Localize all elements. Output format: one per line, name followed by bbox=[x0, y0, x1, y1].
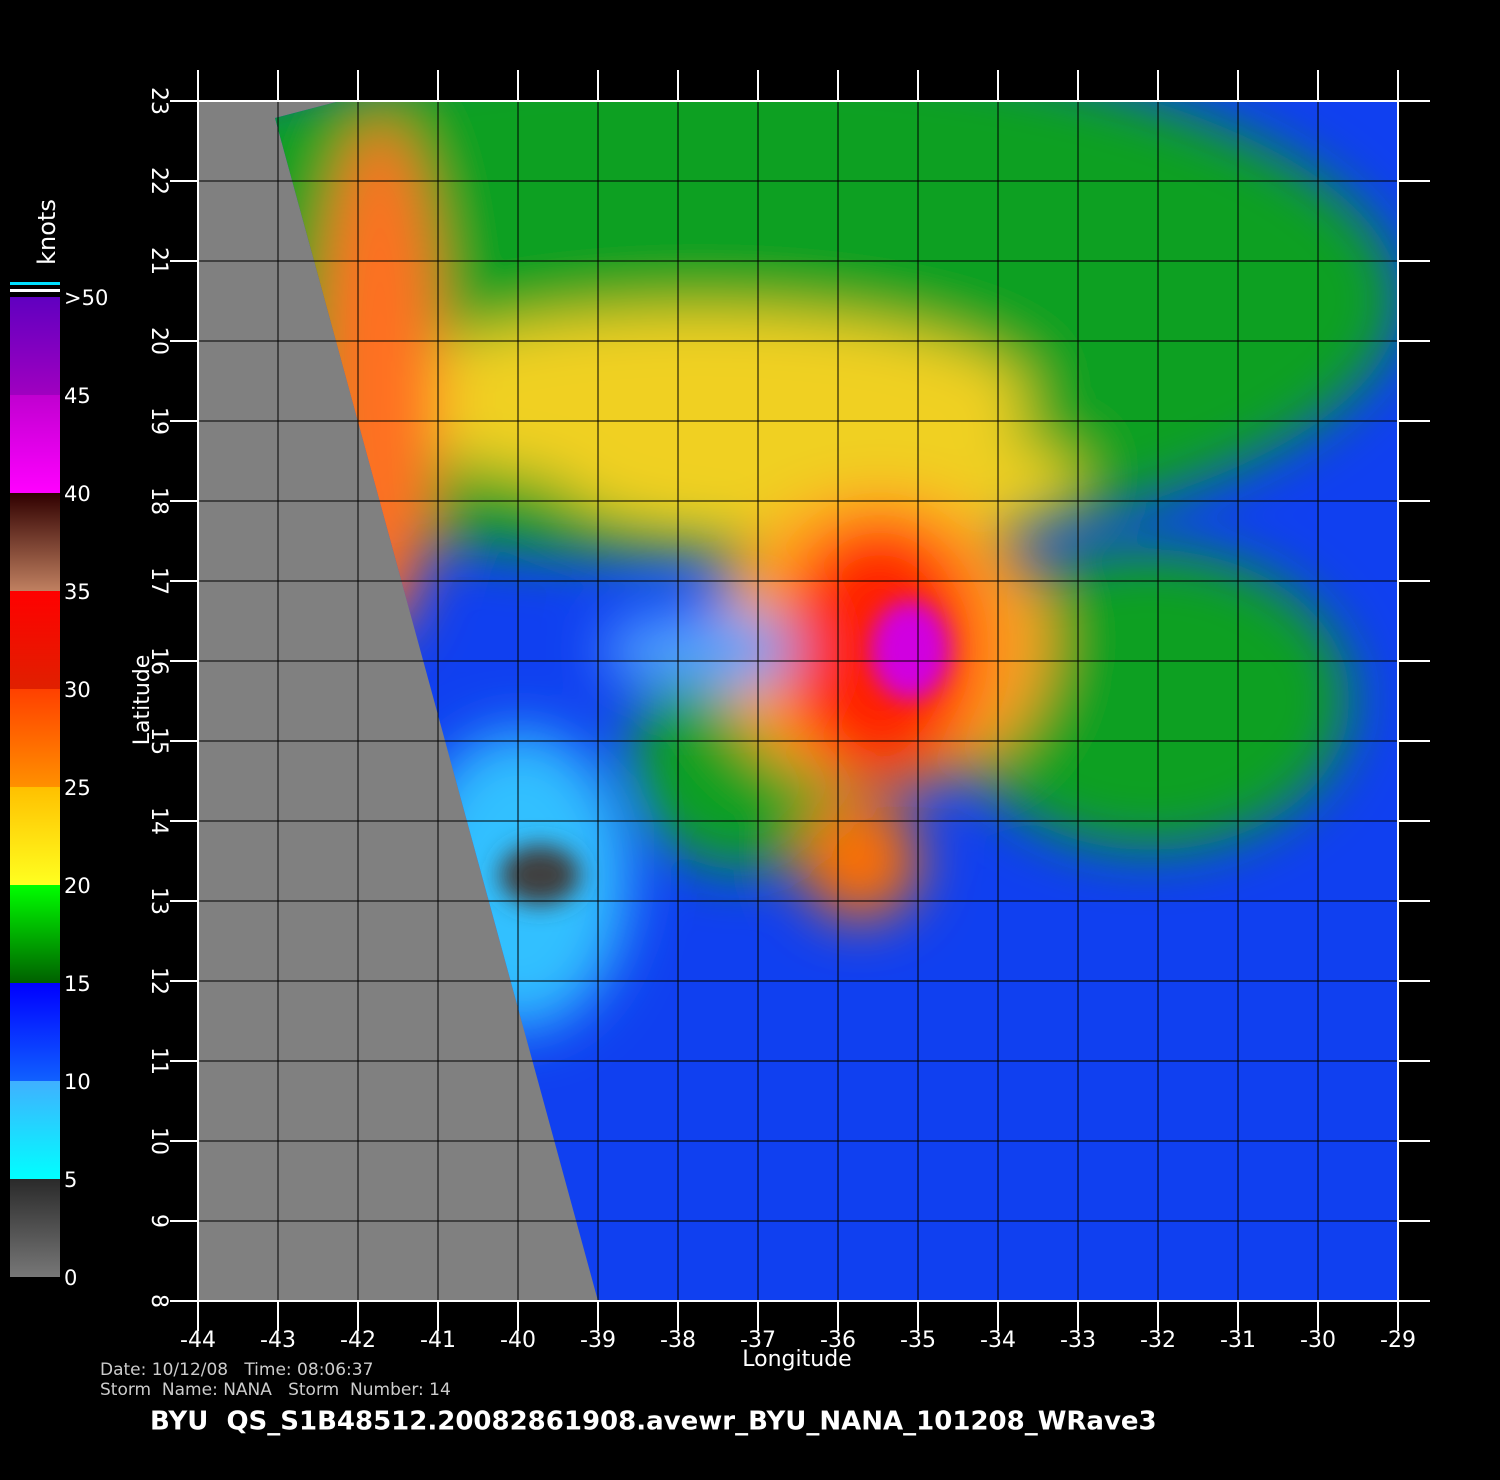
colorbar-band bbox=[10, 493, 60, 591]
y-tick-label: 16 bbox=[146, 647, 171, 675]
x-tick-label: -44 bbox=[180, 1328, 216, 1353]
colorbar-tick-label: 10 bbox=[64, 1070, 91, 1094]
y-tick-label: 10 bbox=[146, 1127, 171, 1155]
y-tick-label: 12 bbox=[146, 967, 171, 995]
x-tick-label: -37 bbox=[740, 1328, 776, 1353]
x-tick-label: -30 bbox=[1300, 1328, 1336, 1353]
colorbar-tick-label: 35 bbox=[64, 580, 91, 604]
y-axis-label: Latitude bbox=[130, 655, 155, 746]
plot-frame bbox=[197, 100, 1399, 1302]
y-tick-label: 15 bbox=[146, 727, 171, 755]
colorbar-band bbox=[10, 1081, 60, 1179]
x-tick-label: -41 bbox=[420, 1328, 456, 1353]
x-tick-label: -31 bbox=[1220, 1328, 1256, 1353]
x-tick-label: -34 bbox=[980, 1328, 1016, 1353]
colorbar-tick-label: 5 bbox=[64, 1168, 77, 1192]
title: BYU QS_S1B48512.20082861908.avewr_BYU_NA… bbox=[150, 1407, 1157, 1437]
colorbar-tick-label: 0 bbox=[64, 1266, 77, 1290]
colorbar-tick-label: 40 bbox=[64, 482, 91, 506]
x-axis-label: Longitude bbox=[742, 1347, 851, 1372]
x-tick-label: -35 bbox=[900, 1328, 936, 1353]
x-tick-label: -36 bbox=[820, 1328, 856, 1353]
colorbar-band bbox=[10, 689, 60, 787]
colorbar-tick-label: 15 bbox=[64, 972, 91, 996]
colorbar-band bbox=[10, 983, 60, 1081]
colorbar-band bbox=[10, 395, 60, 493]
colorbar-tick-label: 45 bbox=[64, 384, 91, 408]
y-tick-label: 18 bbox=[146, 487, 171, 515]
y-tick-label: 19 bbox=[146, 407, 171, 435]
colorbar-tick-label: 30 bbox=[64, 678, 91, 702]
colorbar-band bbox=[10, 591, 60, 689]
y-tick-label: 20 bbox=[146, 327, 171, 355]
x-tick-label: -43 bbox=[260, 1328, 296, 1353]
annotation: Date: 10/12/08 Time: 08:06:37 bbox=[100, 1360, 373, 1380]
x-tick-label: -33 bbox=[1060, 1328, 1096, 1353]
colorbar-band bbox=[10, 1179, 60, 1277]
x-tick-label: -39 bbox=[580, 1328, 616, 1353]
colorbar-band bbox=[10, 787, 60, 885]
colorbar-cap bbox=[10, 282, 60, 285]
y-tick-label: 8 bbox=[146, 1294, 171, 1308]
x-tick-label: -29 bbox=[1380, 1328, 1416, 1353]
colorbar-tick-label: 20 bbox=[64, 874, 91, 898]
annotation: Storm Name: NANA Storm Number: 14 bbox=[100, 1380, 451, 1400]
y-tick-label: 13 bbox=[146, 887, 171, 915]
colorbar-cap bbox=[10, 289, 60, 292]
y-tick-label: 21 bbox=[146, 247, 171, 275]
y-tick-label: 9 bbox=[146, 1214, 171, 1228]
colorbar-tick-label: >50 bbox=[64, 286, 108, 310]
x-tick-label: -40 bbox=[500, 1328, 536, 1353]
colorbar-label: knots bbox=[33, 199, 61, 265]
colorbar-tick-label: 25 bbox=[64, 776, 91, 800]
wind-field bbox=[198, 101, 1398, 1301]
colorbar-band bbox=[10, 885, 60, 983]
x-tick-label: -38 bbox=[660, 1328, 696, 1353]
y-tick-label: 23 bbox=[146, 87, 171, 115]
x-tick-label: -32 bbox=[1140, 1328, 1176, 1353]
axes: -44 -43 -42 -41 -40 -39 -38 -37 -36 -35 -34 -33 -32 -… bbox=[146, 70, 1430, 1353]
y-tick-label: 17 bbox=[146, 567, 171, 595]
colorbar-band bbox=[10, 297, 60, 395]
y-tick-label: 14 bbox=[146, 807, 171, 835]
y-tick-label: 11 bbox=[146, 1047, 171, 1075]
x-tick-label: -42 bbox=[340, 1328, 376, 1353]
colorbar: 0 5 10 15 20 25 30 35 40 45 >50 bbox=[10, 286, 108, 1290]
y-tick-label: 22 bbox=[146, 167, 171, 195]
